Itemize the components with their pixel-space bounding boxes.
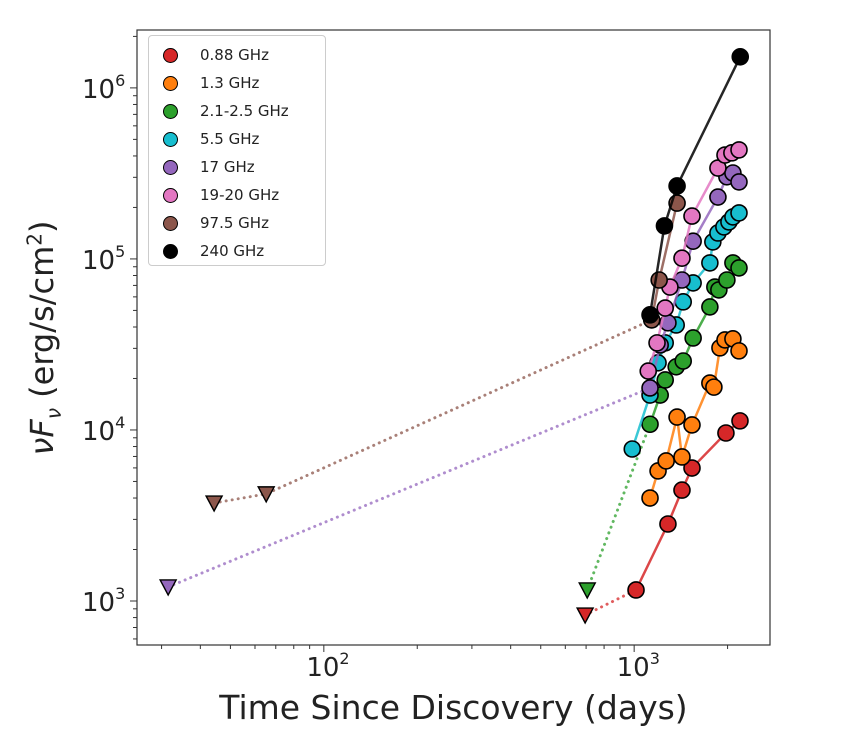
data-point [683, 459, 701, 477]
series-240-ghz [641, 47, 750, 324]
data-point [659, 515, 677, 533]
y-axis-label-sub: ν [41, 408, 66, 420]
legend-label: 240 GHz [200, 242, 265, 260]
legend-item: 0.88 GHz [163, 41, 325, 69]
data-point [717, 424, 735, 442]
data-point [731, 47, 750, 66]
data-point [684, 329, 702, 347]
data-point [623, 440, 642, 458]
y-tick-label: 103 [82, 583, 126, 618]
legend-marker-icon [163, 159, 178, 175]
data-point [730, 259, 748, 277]
x-tick-label: 102 [306, 649, 350, 683]
legend-item: 97.5 GHz [163, 209, 325, 237]
legend-marker-icon [163, 243, 178, 259]
legend-label: 2.1-2.5 GHz [200, 102, 289, 120]
axis-ticks [130, 35, 729, 652]
data-point [683, 416, 701, 434]
legend-item: 17 GHz [163, 153, 325, 181]
upper-limit-marker [575, 607, 595, 625]
legend-label: 1.3 GHz [200, 74, 260, 92]
legend: 0.88 GHz 1.3 GHz 2.1-2.5 GHz 5.5 GHz 17 … [148, 35, 326, 266]
legend-label: 19-20 GHz [200, 186, 280, 204]
data-point [673, 249, 691, 267]
series-0-88-ghz [575, 412, 749, 625]
upper-limit-marker [257, 486, 276, 504]
legend-item: 1.3 GHz [163, 69, 325, 97]
y-tick-label: 106 [82, 70, 126, 105]
legend-marker-icon [163, 47, 178, 63]
series-layer [158, 47, 750, 625]
y-tick-label: 104 [82, 412, 126, 447]
data-point [730, 204, 748, 222]
y-axis-label-units-sup: 2 [22, 233, 47, 246]
legend-marker-icon [163, 75, 178, 91]
data-point [656, 299, 674, 317]
legend-label: 97.5 GHz [200, 214, 269, 232]
data-point [641, 379, 659, 397]
upper-limit-marker [204, 495, 224, 513]
data-point [683, 207, 701, 225]
legend-item: 2.1-2.5 GHz [163, 97, 325, 125]
data-point [639, 362, 658, 380]
data-point [641, 489, 659, 507]
x-tick-label: 103 [616, 649, 660, 683]
x-axis-label: Time Since Discovery (days) [219, 688, 688, 727]
y-axis-label-main: νF [23, 419, 62, 456]
y-axis-label-units-end: ) [23, 220, 62, 234]
legend-item: 5.5 GHz [163, 125, 325, 153]
series-line [631, 211, 740, 450]
y-axis-label: νFν (erg/s/cm2) [22, 221, 65, 456]
data-point [655, 217, 674, 235]
data-point [673, 448, 691, 466]
data-point [673, 481, 691, 499]
legend-label: 17 GHz [200, 158, 255, 176]
data-point [668, 408, 686, 426]
data-point [657, 452, 675, 470]
data-point [718, 271, 736, 289]
upper-limit-connector [166, 386, 652, 589]
data-point [701, 254, 719, 272]
plot-frame [136, 29, 771, 646]
legend-marker-icon [163, 103, 178, 119]
legend-label: 5.5 GHz [200, 130, 260, 148]
data-point [701, 298, 719, 316]
upper-limit-marker [578, 582, 597, 600]
legend-label: 0.88 GHz [200, 46, 269, 64]
data-point [627, 581, 645, 599]
legend-item: 240 GHz [163, 237, 325, 265]
upper-limit-connector [212, 318, 654, 505]
series-line [648, 56, 742, 316]
data-point [641, 415, 659, 434]
data-point [730, 141, 748, 159]
y-tick-label: 105 [82, 241, 126, 276]
data-point [705, 378, 723, 396]
data-point [668, 177, 686, 195]
data-point [674, 352, 693, 370]
data-point [731, 412, 749, 430]
data-point [730, 342, 748, 360]
data-point [648, 334, 666, 352]
series-1-3-ghz [641, 330, 748, 507]
upper-limit-marker [158, 579, 178, 597]
data-point [709, 188, 727, 206]
legend-item: 19-20 GHz [163, 181, 325, 209]
legend-marker-icon [163, 187, 178, 203]
data-point [730, 173, 748, 191]
data-point [656, 371, 674, 389]
data-point [641, 306, 659, 324]
y-axis-label-units: (erg/s/cm [23, 245, 62, 409]
legend-marker-icon [163, 131, 178, 147]
legend-marker-icon [163, 215, 178, 231]
